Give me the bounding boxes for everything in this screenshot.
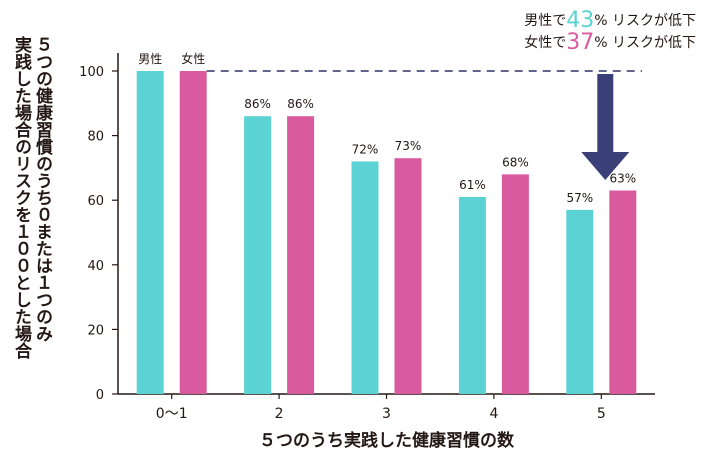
women-risk-prefix: 女性で [524, 35, 567, 51]
y-axis-label-line-1: ５つの健康習慣のうち０または１つのみ [32, 36, 52, 342]
men-risk-percent: % [594, 13, 608, 29]
bar-women [609, 190, 637, 394]
men-risk-number: 43 [566, 8, 595, 33]
data-label: 女性 [181, 51, 205, 66]
x-tick-label: 3 [382, 406, 391, 422]
bar-women [501, 174, 529, 394]
y-tick-label: 0 [96, 388, 104, 403]
men-risk-suffix: リスクが低下 [607, 13, 696, 29]
bar-women [394, 158, 422, 394]
men-risk-prefix: 男性で [524, 13, 567, 29]
bar-men [458, 196, 486, 394]
data-label: 63% [609, 172, 636, 186]
women-risk-suffix: リスクが低下 [607, 35, 696, 51]
data-label: 86% [287, 97, 314, 111]
data-label: 73% [395, 139, 422, 153]
women-risk-percent: % [594, 35, 608, 51]
women-risk-number: 37 [566, 30, 595, 55]
bar-men [351, 161, 379, 394]
x-tick-label: 2 [275, 406, 284, 422]
men-risk-row: 男性で43% リスクが低下 [524, 10, 696, 32]
bar-men [136, 71, 164, 394]
women-risk-row: 女性で37% リスクが低下 [524, 32, 696, 54]
bar-women [179, 71, 207, 394]
risk-reduction-callout: 男性で43% リスクが低下 女性で37% リスクが低下 [524, 10, 696, 54]
y-tick-label: 100 [79, 65, 104, 80]
data-label: 男性 [138, 52, 162, 66]
y-axis-label-line-2: 実践した場合のリスクを１００とした場合 [11, 36, 31, 359]
bar-men [244, 116, 272, 394]
data-label: 68% [502, 155, 529, 169]
y-axis-label: ５つの健康習慣のうち０または１つのみ 実践した場合のリスクを１００とした場合 [10, 36, 52, 456]
y-tick-label: 80 [87, 130, 104, 145]
y-tick-label: 60 [87, 194, 104, 209]
data-label: 61% [459, 178, 486, 192]
x-tick-label: 0～1 [156, 406, 188, 422]
x-axis-label: ５つのうち実践した健康習慣の数 [259, 430, 515, 451]
x-tick-label: 4 [489, 406, 498, 422]
data-label: 72% [352, 142, 379, 156]
down-arrow-icon [581, 74, 630, 180]
y-tick-label: 40 [87, 259, 104, 274]
y-tick-label: 20 [87, 323, 104, 338]
data-label: 57% [566, 191, 593, 205]
x-tick-label: 5 [597, 406, 606, 422]
bar-women [287, 116, 315, 394]
data-label: 86% [244, 97, 271, 111]
bar-men [566, 209, 594, 394]
